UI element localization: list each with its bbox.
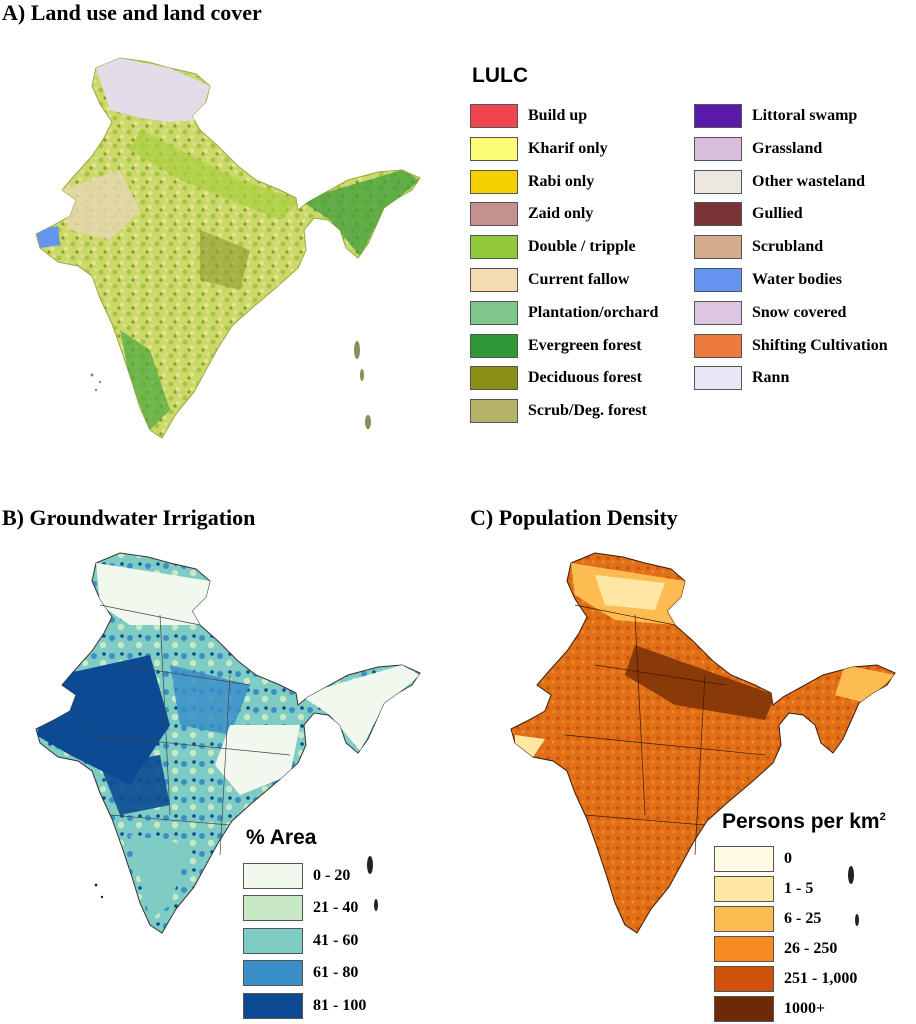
- lulc-legend-item: Scrub/Deg. forest: [470, 397, 647, 425]
- lulc-legend-label: Plantation/orchard: [528, 303, 659, 321]
- lulc-legend-label: Scrub/Deg. forest: [528, 402, 647, 420]
- population-legend-swatch: [714, 905, 774, 932]
- lulc-legend-label: Rabi only: [528, 172, 595, 190]
- population-legend-swatch: [714, 935, 774, 962]
- groundwater-legend-swatch: [243, 992, 303, 1019]
- lulc-legend-item: Evergreen forest: [470, 332, 642, 360]
- lulc-legend-item: Rabi only: [470, 168, 594, 196]
- lulc-legend-swatch: [694, 235, 742, 260]
- lulc-legend-label: Gullied: [752, 205, 803, 223]
- lulc-legend-swatch: [694, 104, 742, 128]
- population-legend-label: 1 - 5: [784, 879, 814, 897]
- panel-c-title: C) Population Density: [470, 505, 678, 530]
- lulc-legend-label: Evergreen forest: [528, 336, 642, 354]
- lulc-legend-item: Double / tripple: [470, 233, 636, 261]
- lulc-legend-swatch: [694, 202, 742, 227]
- lulc-legend-swatch: [694, 300, 742, 325]
- lulc-legend-item: Snow covered: [694, 299, 846, 327]
- lulc-legend-label: Littoral swamp: [752, 107, 858, 124]
- lulc-legend-label: Grassland: [752, 139, 823, 157]
- lulc-legend-swatch: [470, 136, 518, 161]
- population-legend-swatch: [714, 995, 774, 1022]
- lulc-legend-label: Shifting Cultivation: [752, 336, 888, 354]
- lulc-legend-swatch: [470, 399, 518, 424]
- groundwater-legend-swatch: [243, 862, 303, 889]
- population-legend-label: 0: [784, 849, 792, 867]
- lulc-map: [35, 57, 421, 439]
- groundwater-legend-label: 61 - 80: [313, 964, 359, 981]
- lulc-legend-item: Deciduous forest: [470, 364, 642, 392]
- population-legend-item: 1 - 5: [714, 873, 813, 904]
- lulc-legend-swatch: [694, 136, 742, 161]
- groundwater-legend-label: 81 - 100: [313, 996, 367, 1014]
- population-legend-label: 6 - 25: [784, 909, 822, 927]
- groundwater-legend-item: 61 - 80: [243, 958, 358, 989]
- lulc-legend-item: Kharif only: [470, 135, 608, 163]
- lulc-legend-swatch: [470, 169, 518, 194]
- lulc-legend-label: Scrubland: [752, 238, 824, 256]
- lulc-legend-item: Plantation/orchard: [470, 299, 658, 327]
- lulc-legend-swatch: [470, 300, 518, 325]
- lulc-legend-label: Current fallow: [528, 271, 630, 288]
- lulc-legend-label: Water bodies: [752, 271, 842, 288]
- groundwater-legend-item: 21 - 40: [243, 893, 358, 924]
- lulc-legend-label: Deciduous forest: [528, 369, 642, 387]
- lulc-legend-item: Water bodies: [694, 266, 842, 294]
- lulc-legend-item: Gullied: [694, 200, 803, 228]
- lulc-legend-swatch: [470, 268, 518, 292]
- lulc-legend-item: Other wasteland: [694, 168, 865, 196]
- groundwater-legend-label: 41 - 60: [313, 931, 359, 949]
- lulc-legend-label: Rann: [752, 369, 790, 387]
- lulc-legend-label: Snow covered: [752, 303, 847, 321]
- lulc-legend-item: Rann: [694, 364, 789, 392]
- groundwater-map: [35, 552, 421, 934]
- groundwater-legend-swatch: [243, 895, 303, 921]
- lulc-legend-label: Kharif only: [528, 139, 608, 157]
- panel-b-title: B) Groundwater Irrigation: [2, 505, 256, 530]
- lulc-legend-swatch: [470, 333, 518, 358]
- population-legend-item: 0: [714, 843, 792, 874]
- panel-a-title: A) Land use and land cover: [2, 0, 262, 25]
- population-density-map: [510, 552, 896, 934]
- lulc-legend-swatch: [694, 366, 742, 391]
- population-legend-label: 1000+: [784, 999, 826, 1017]
- groundwater-legend-item: 0 - 20: [243, 860, 350, 891]
- lulc-legend-swatch: [694, 169, 742, 194]
- lulc-legend-item: Littoral swamp: [694, 102, 857, 130]
- population-legend-title: Persons per km2: [722, 810, 886, 833]
- population-legend-label: 251 - 1,000: [784, 969, 858, 987]
- lulc-legend-swatch: [694, 268, 742, 292]
- lulc-legend-label: Zaid only: [528, 205, 594, 223]
- groundwater-legend-item: 81 - 100: [243, 990, 366, 1021]
- lulc-legend-swatch: [470, 235, 518, 260]
- population-legend-label: 26 - 250: [784, 939, 838, 957]
- lulc-legend-item: Grassland: [694, 135, 822, 163]
- groundwater-legend-swatch: [243, 927, 303, 954]
- lulc-legend-label: Other wasteland: [752, 172, 866, 190]
- lulc-legend-item: Scrubland: [694, 233, 823, 261]
- population-legend-swatch: [714, 845, 774, 872]
- groundwater-legend-swatch: [243, 960, 303, 986]
- population-legend-swatch: [714, 965, 774, 992]
- lulc-legend-item: Shifting Cultivation: [694, 332, 888, 360]
- groundwater-legend-item: 41 - 60: [243, 925, 358, 956]
- lulc-legend-title: LULC: [472, 64, 528, 87]
- lulc-legend-swatch: [470, 104, 518, 128]
- lulc-legend-item: Current fallow: [470, 266, 629, 294]
- population-legend-item: 6 - 25: [714, 903, 821, 934]
- lulc-legend-item: Build up: [470, 102, 587, 130]
- groundwater-legend-label: 0 - 20: [313, 866, 351, 884]
- lulc-legend-item: Zaid only: [470, 200, 593, 228]
- groundwater-legend-label: 21 - 40: [313, 899, 359, 916]
- lulc-legend-label: Double / tripple: [528, 238, 636, 256]
- population-legend-item: 1000+: [714, 993, 825, 1024]
- lulc-legend-swatch: [470, 202, 518, 227]
- lulc-legend-label: Build up: [528, 107, 588, 124]
- groundwater-legend-title: % Area: [246, 826, 317, 849]
- lulc-legend-swatch: [694, 333, 742, 358]
- population-legend-swatch: [714, 875, 774, 902]
- population-legend-item: 26 - 250: [714, 933, 837, 964]
- lulc-legend-swatch: [470, 366, 518, 391]
- population-legend-item: 251 - 1,000: [714, 963, 857, 994]
